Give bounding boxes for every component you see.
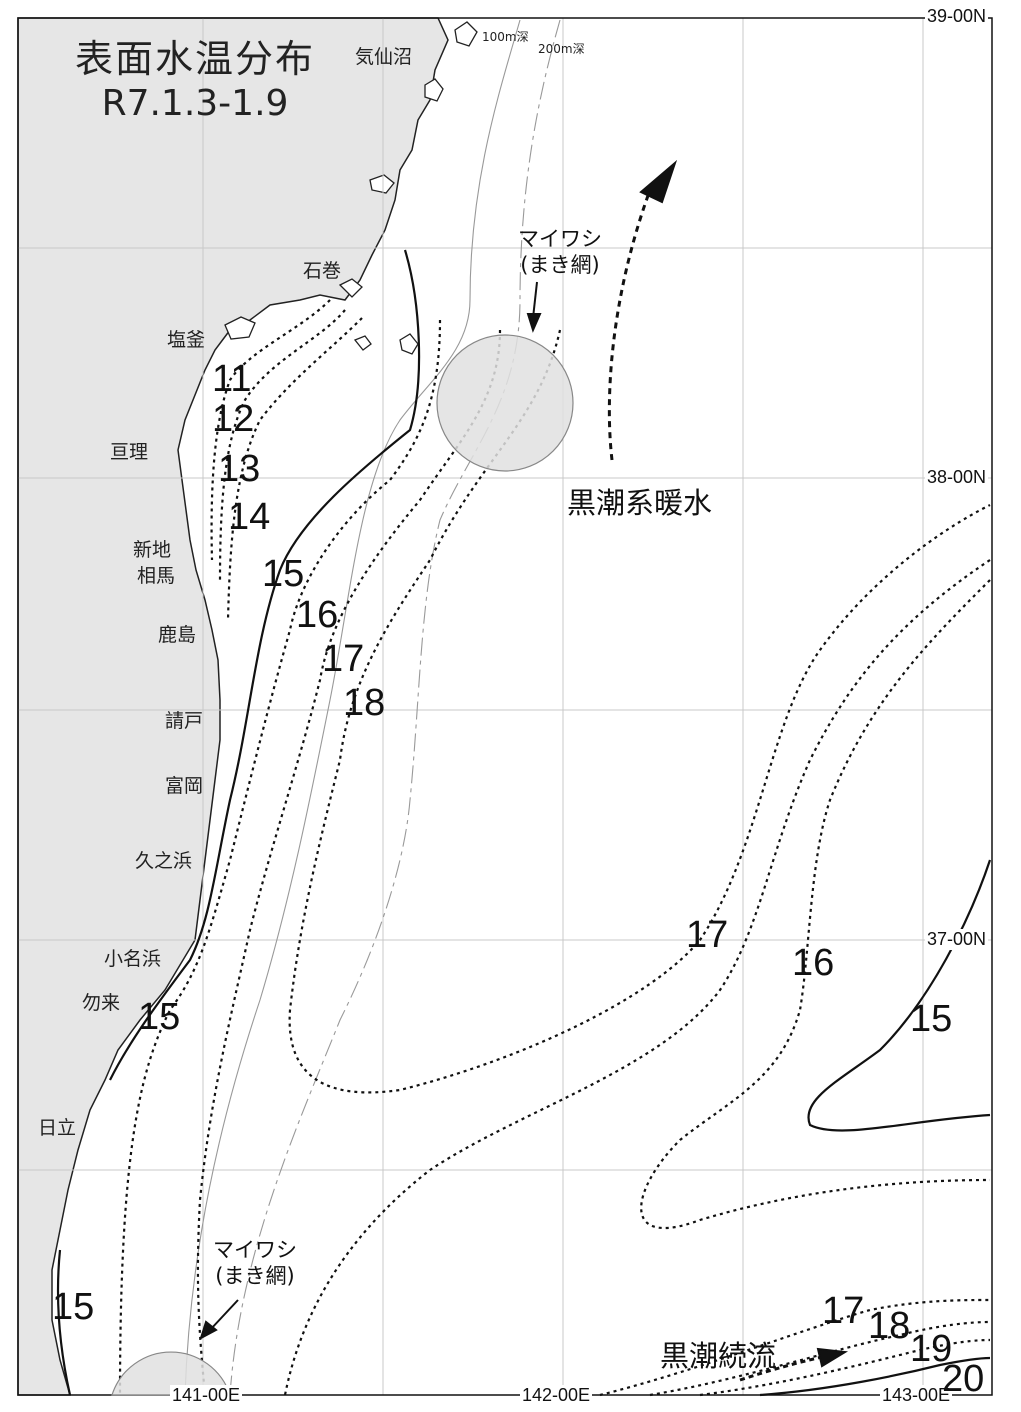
islands <box>224 21 478 355</box>
land-area <box>17 17 449 1396</box>
place-shinchi: 新地 <box>133 539 172 561</box>
title-line1: 表面水温分布 <box>74 37 315 81</box>
map-frame <box>17 17 993 1396</box>
isotherm-label-14: 14 <box>228 496 271 538</box>
depth-label-100: 100m深 <box>482 30 529 44</box>
lon-label-142: 142-00E <box>520 1385 593 1406</box>
isotherm-label-12: 12 <box>212 398 255 440</box>
isotherm-label-15-east: 15 <box>910 998 953 1040</box>
lon-label-143: 143-00E <box>880 1385 953 1406</box>
isotherm-label-16-north: 16 <box>296 594 339 636</box>
place-onahama: 小名浜 <box>104 948 162 970</box>
lat-label-38: 38-00N <box>925 467 989 488</box>
depth-label-200: 200m深 <box>538 42 585 56</box>
map-title: 表面水温分布 R7.1.3-1.9 <box>45 36 345 126</box>
bathymetry-lines <box>184 19 561 1396</box>
arrows <box>199 159 849 1382</box>
title-line2: R7.1.3-1.9 <box>101 83 289 124</box>
isotherm-label-15-south: 15 <box>52 1286 95 1328</box>
isotherm-label-19-se: 19 <box>910 1328 953 1370</box>
isotherm-label-15-north: 15 <box>262 553 305 595</box>
place-hisanohama: 久之浜 <box>135 850 193 872</box>
place-ukedo: 請戸 <box>165 710 204 732</box>
place-nakoso: 勿来 <box>82 992 121 1014</box>
isotherms <box>56 249 992 1397</box>
isotherm-label-18-north: 18 <box>343 682 386 724</box>
place-kesennuma: 気仙沼 <box>355 46 413 68</box>
isotherm-label-17-se: 17 <box>822 1290 865 1332</box>
kuroshio-extension-label: 黒潮続流 <box>660 1339 777 1373</box>
lat-label-37: 37-00N <box>925 929 989 950</box>
fishing-area-north <box>436 334 574 472</box>
sardine-south-line1: マイワシ <box>213 1238 297 1262</box>
place-ishinomaki: 石巻 <box>303 260 342 282</box>
place-watari: 亘理 <box>110 441 149 463</box>
isotherm-label-11: 11 <box>212 358 252 400</box>
isotherm-label-18-se: 18 <box>868 1305 911 1347</box>
isotherm-label-20-se: 20 <box>942 1358 985 1400</box>
place-hitachi: 日立 <box>38 1117 77 1139</box>
isotherm-label-13: 13 <box>218 448 261 490</box>
lon-label-141: 141-00E <box>170 1385 243 1406</box>
isotherm-label-15-nakoso: 15 <box>138 996 181 1038</box>
isotherm-label-16-east: 16 <box>792 942 835 984</box>
place-kashima: 鹿島 <box>158 624 197 646</box>
sardine-south-line2: (まき網) <box>215 1264 295 1288</box>
sardine-label-north: マイワシ (まき網) <box>518 226 602 278</box>
isotherm-label-17-east: 17 <box>686 914 729 956</box>
fishing-area-south <box>111 1351 231 1396</box>
lat-label-39: 39-00N <box>925 6 989 27</box>
place-soma: 相馬 <box>137 565 176 587</box>
lat-lon-grid <box>18 18 992 1395</box>
sardine-north-line2: (まき網) <box>520 253 600 277</box>
isotherm-label-17-north: 17 <box>322 638 365 680</box>
sardine-north-line1: マイワシ <box>518 227 602 251</box>
place-shiogama: 塩釜 <box>167 329 206 351</box>
sardine-label-south: マイワシ (まき網) <box>213 1237 297 1289</box>
place-tomioka: 富岡 <box>165 775 204 797</box>
kuroshio-warm-water-label: 黒潮系暖水 <box>567 486 713 520</box>
